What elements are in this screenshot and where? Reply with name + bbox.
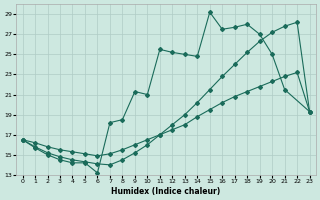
X-axis label: Humidex (Indice chaleur): Humidex (Indice chaleur)	[111, 187, 221, 196]
